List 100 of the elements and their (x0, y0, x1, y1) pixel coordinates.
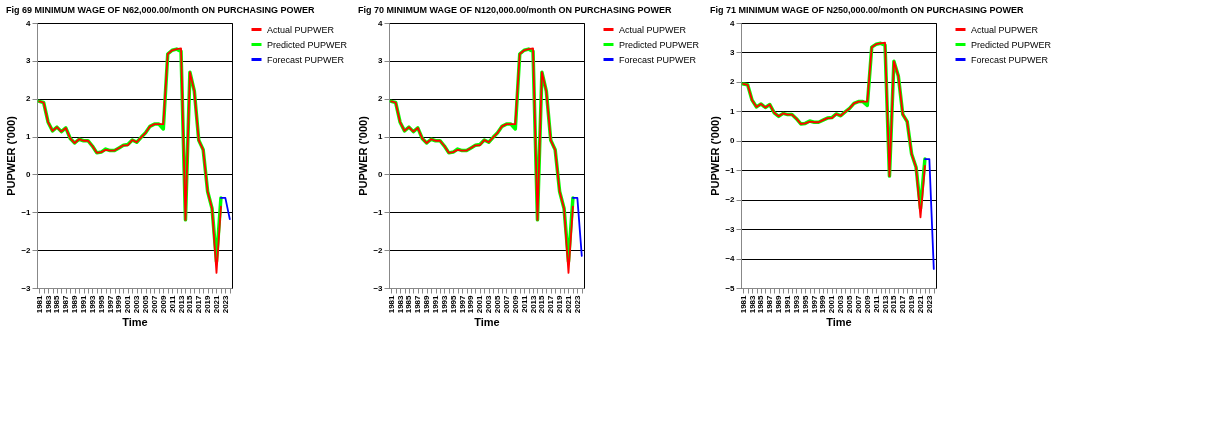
x-tick-label: 2013 (880, 294, 890, 314)
x-tick-label: 2009 (158, 294, 168, 314)
x-tick-label: 2021 (563, 294, 573, 314)
y-tick-label: −1 (21, 207, 32, 217)
x-tick-label: 2005 (845, 294, 855, 314)
x-tick-label: 2015 (537, 294, 547, 314)
y-axis-title: PUPWER ('000) (357, 115, 370, 196)
y-tick-label: 4 (730, 18, 736, 28)
y-tick-label: −3 (373, 283, 384, 293)
legend-label: Actual PUPWER (971, 24, 1039, 35)
x-tick-label: 1987 (413, 294, 423, 314)
y-tick-label: −1 (725, 165, 736, 175)
x-tick-label: 1981 (34, 294, 44, 314)
chart-title: Fig 71 MINIMUM WAGE OF N250,000.00/month ON PURCHASING POWER (709, 5, 1024, 15)
x-tick-label: 2003 (132, 294, 142, 314)
x-tick-label: 2019 (203, 294, 213, 314)
legend-label: Forecast PUPWER (267, 54, 345, 65)
legend-label: Forecast PUPWER (971, 54, 1049, 65)
x-tick-label: 2017 (194, 294, 204, 314)
x-tick-label: 2023 (572, 294, 582, 314)
x-tick-label: 1987 (765, 294, 775, 314)
x-tick-label: 2017 (898, 294, 908, 314)
x-tick-label: 2007 (501, 294, 511, 314)
x-tick-label: 1989 (774, 294, 784, 314)
x-tick-label: 2005 (493, 294, 503, 314)
x-tick-label: 2003 (484, 294, 494, 314)
x-tick-label: 2007 (853, 294, 863, 314)
x-tick-label: 1983 (395, 294, 405, 314)
chart-title: Fig 69 MINIMUM WAGE OF N62,000.00/month ON PURCHASING POWER (5, 5, 315, 15)
x-tick-label: 1987 (61, 294, 71, 314)
y-tick-label: 1 (378, 132, 384, 142)
x-tick-label: 2021 (915, 294, 925, 314)
x-tick-label: 1981 (386, 294, 396, 314)
y-tick-label: 4 (26, 18, 32, 28)
y-tick-label: −3 (725, 224, 736, 234)
x-tick-label: 2011 (167, 294, 177, 313)
x-tick-label: 2023 (924, 294, 934, 314)
y-axis-title: PUPWER ('000) (5, 115, 18, 196)
y-tick-label: −4 (725, 254, 736, 264)
y-tick-label: −2 (21, 245, 32, 255)
y-tick-label: −1 (373, 207, 384, 217)
x-tick-label: 2023 (220, 294, 230, 314)
legend-label: Predicted PUPWER (619, 39, 700, 50)
chart-title: Fig 70 MINIMUM WAGE OF N120,000.00/month ON PURCHASING POWER (357, 5, 672, 15)
x-tick-label: 1999 (466, 294, 476, 314)
x-tick-label: 2019 (907, 294, 917, 314)
legend-label: Predicted PUPWER (267, 39, 348, 50)
legend-label: Predicted PUPWER (971, 39, 1052, 50)
x-tick-label: 1993 (791, 294, 801, 314)
y-tick-label: 4 (378, 18, 384, 28)
x-tick-label: 2015 (889, 294, 899, 314)
x-tick-label: 2001 (827, 294, 837, 314)
x-tick-label: 2009 (510, 294, 520, 314)
y-tick-label: 1 (730, 106, 736, 116)
x-tick-label: 1999 (818, 294, 828, 314)
y-tick-label: 3 (26, 56, 32, 66)
x-tick-label: 1989 (70, 294, 80, 314)
y-axis-title: PUPWER ('000) (709, 115, 722, 196)
x-tick-label: 1991 (431, 294, 441, 314)
x-tick-label: 2007 (149, 294, 159, 314)
x-tick-label: 1995 (448, 294, 458, 314)
x-tick-label: 1997 (457, 294, 467, 314)
x-tick-label: 2021 (211, 294, 221, 314)
y-tick-label: 0 (26, 169, 32, 179)
x-tick-label: 1983 (43, 294, 53, 314)
x-tick-label: 2019 (555, 294, 565, 314)
x-tick-label: 1985 (756, 294, 766, 314)
y-tick-label: 2 (26, 94, 32, 104)
x-tick-label: 2017 (546, 294, 556, 314)
y-tick-label: 3 (730, 47, 736, 57)
x-tick-label: 1991 (783, 294, 793, 314)
x-tick-label: 2009 (862, 294, 872, 314)
x-tick-label: 1993 (87, 294, 97, 314)
x-tick-label: 1997 (809, 294, 819, 314)
x-tick-label: 1985 (404, 294, 414, 314)
x-tick-label: 1983 (747, 294, 757, 314)
x-tick-label: 2011 (519, 294, 529, 313)
x-axis-title: Time (826, 316, 852, 329)
x-tick-label: 2001 (123, 294, 133, 314)
x-tick-label: 2005 (141, 294, 151, 314)
y-tick-label: −3 (21, 283, 32, 293)
x-tick-label: 2013 (528, 294, 538, 314)
legend-label: Actual PUPWER (267, 24, 335, 35)
x-tick-label: 1995 (96, 294, 106, 314)
y-tick-label: 2 (378, 94, 384, 104)
x-tick-label: 1985 (52, 294, 62, 314)
y-tick-label: 2 (730, 77, 736, 87)
x-tick-label: 2003 (836, 294, 846, 314)
x-tick-label: 1989 (422, 294, 432, 314)
y-tick-label: 0 (378, 169, 384, 179)
legend-label: Actual PUPWER (619, 24, 687, 35)
x-tick-label: 1997 (105, 294, 115, 314)
x-tick-label: 2015 (185, 294, 195, 314)
x-tick-label: 1991 (79, 294, 89, 314)
x-axis-title: Time (122, 316, 148, 329)
x-tick-label: 1999 (114, 294, 124, 314)
x-tick-label: 2001 (475, 294, 485, 314)
legend-label: Forecast PUPWER (619, 54, 697, 65)
x-tick-label: 1993 (439, 294, 449, 314)
x-tick-label: 2013 (176, 294, 186, 314)
